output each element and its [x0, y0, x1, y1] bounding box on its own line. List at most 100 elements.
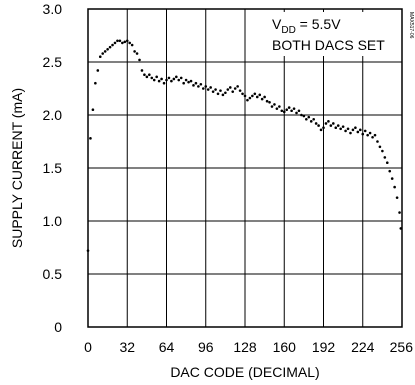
data-point: [206, 88, 210, 91]
data-point: [373, 133, 377, 137]
data-point: [282, 110, 286, 114]
data-point: [103, 50, 107, 53]
data-point: [246, 98, 249, 102]
data-point: [204, 85, 208, 88]
data-point: [128, 41, 132, 45]
data-point: [148, 73, 151, 77]
x-tick-label: 64: [159, 339, 175, 355]
data-point: [292, 107, 296, 110]
data-point: [381, 149, 384, 153]
data-point: [349, 131, 352, 135]
data-point: [285, 108, 289, 111]
x-tick-label: 32: [119, 339, 135, 355]
data-point: [184, 78, 188, 82]
data-point: [135, 52, 139, 55]
data-point: [260, 97, 264, 101]
data-point: [152, 78, 156, 82]
data-point: [388, 169, 392, 173]
data-point: [309, 120, 313, 123]
y-tick-label: 3.0: [43, 1, 63, 17]
data-point: [255, 95, 259, 99]
data-point: [268, 100, 271, 104]
data-point: [324, 122, 328, 125]
data-point: [138, 58, 141, 62]
y-axis-label: SUPPLY CURRENT (mA): [9, 88, 25, 248]
x-tick-label: 224: [351, 339, 375, 355]
data-point: [167, 76, 171, 80]
data-point: [209, 86, 212, 89]
y-tick-label: 1.0: [43, 213, 63, 229]
data-point: [113, 41, 117, 45]
data-point: [358, 128, 362, 132]
data-point: [297, 109, 301, 113]
y-tick-labels: 0 0.5 1.0 1.5 2.0 2.5 3.0: [43, 1, 63, 335]
data-point: [366, 133, 369, 137]
data-point: [363, 129, 367, 133]
data-point: [162, 81, 166, 85]
data-point: [300, 113, 303, 117]
data-point: [393, 185, 396, 189]
data-point: [221, 93, 225, 97]
x-axis-label: DAC CODE (DECIMAL): [170, 364, 319, 380]
data-point: [111, 43, 114, 47]
data-point: [248, 96, 252, 100]
data-point: [89, 137, 92, 140]
data-point: [356, 130, 360, 134]
data-point: [182, 81, 185, 85]
data-point: [211, 90, 215, 93]
y-tick-label: 1.5: [43, 160, 63, 176]
data-point: [314, 122, 318, 125]
data-point: [199, 82, 203, 86]
data-point: [351, 128, 355, 132]
data-point: [175, 75, 178, 79]
data-point: [197, 85, 200, 88]
data-point: [399, 227, 403, 230]
data-point: [390, 177, 394, 180]
x-tick-label: 128: [233, 339, 257, 355]
data-point: [287, 106, 291, 109]
data-point: [302, 114, 306, 118]
data-point: [226, 88, 230, 91]
data-point: [140, 69, 144, 72]
data-point: [155, 75, 158, 79]
data-point: [398, 211, 401, 214]
data-point: [118, 39, 122, 43]
y-tick-label: 0: [54, 319, 62, 335]
data-point: [172, 77, 176, 81]
x-tick-label: 256: [390, 339, 414, 355]
y-tick-label: 2.5: [43, 54, 63, 70]
data-point: [354, 126, 357, 130]
data-point: [187, 80, 190, 84]
data-point: [106, 47, 109, 51]
data-point: [251, 94, 254, 98]
data-point: [378, 145, 382, 149]
data-point: [170, 79, 173, 83]
data-point: [346, 127, 350, 131]
data-point: [278, 105, 281, 108]
data-point: [305, 117, 308, 121]
data-point: [98, 55, 102, 58]
data-point: [243, 94, 247, 98]
data-point: [312, 117, 315, 121]
data-point: [241, 92, 244, 96]
data-point: [280, 109, 284, 113]
data-point: [329, 124, 333, 127]
data-point: [216, 92, 220, 96]
data-point: [295, 111, 298, 115]
data-point: [385, 161, 389, 164]
data-point: [177, 78, 181, 82]
data-point: [336, 124, 340, 127]
data-point: [334, 126, 338, 130]
data-point: [238, 89, 242, 92]
data-point: [322, 126, 325, 130]
data-point: [371, 135, 374, 139]
data-point: [319, 128, 323, 132]
data-point: [130, 43, 134, 47]
data-point: [143, 73, 146, 77]
data-point: [179, 76, 183, 80]
annotation-background: [265, 12, 385, 56]
data-point: [91, 108, 95, 111]
data-point: [94, 81, 97, 85]
data-point: [376, 140, 379, 143]
